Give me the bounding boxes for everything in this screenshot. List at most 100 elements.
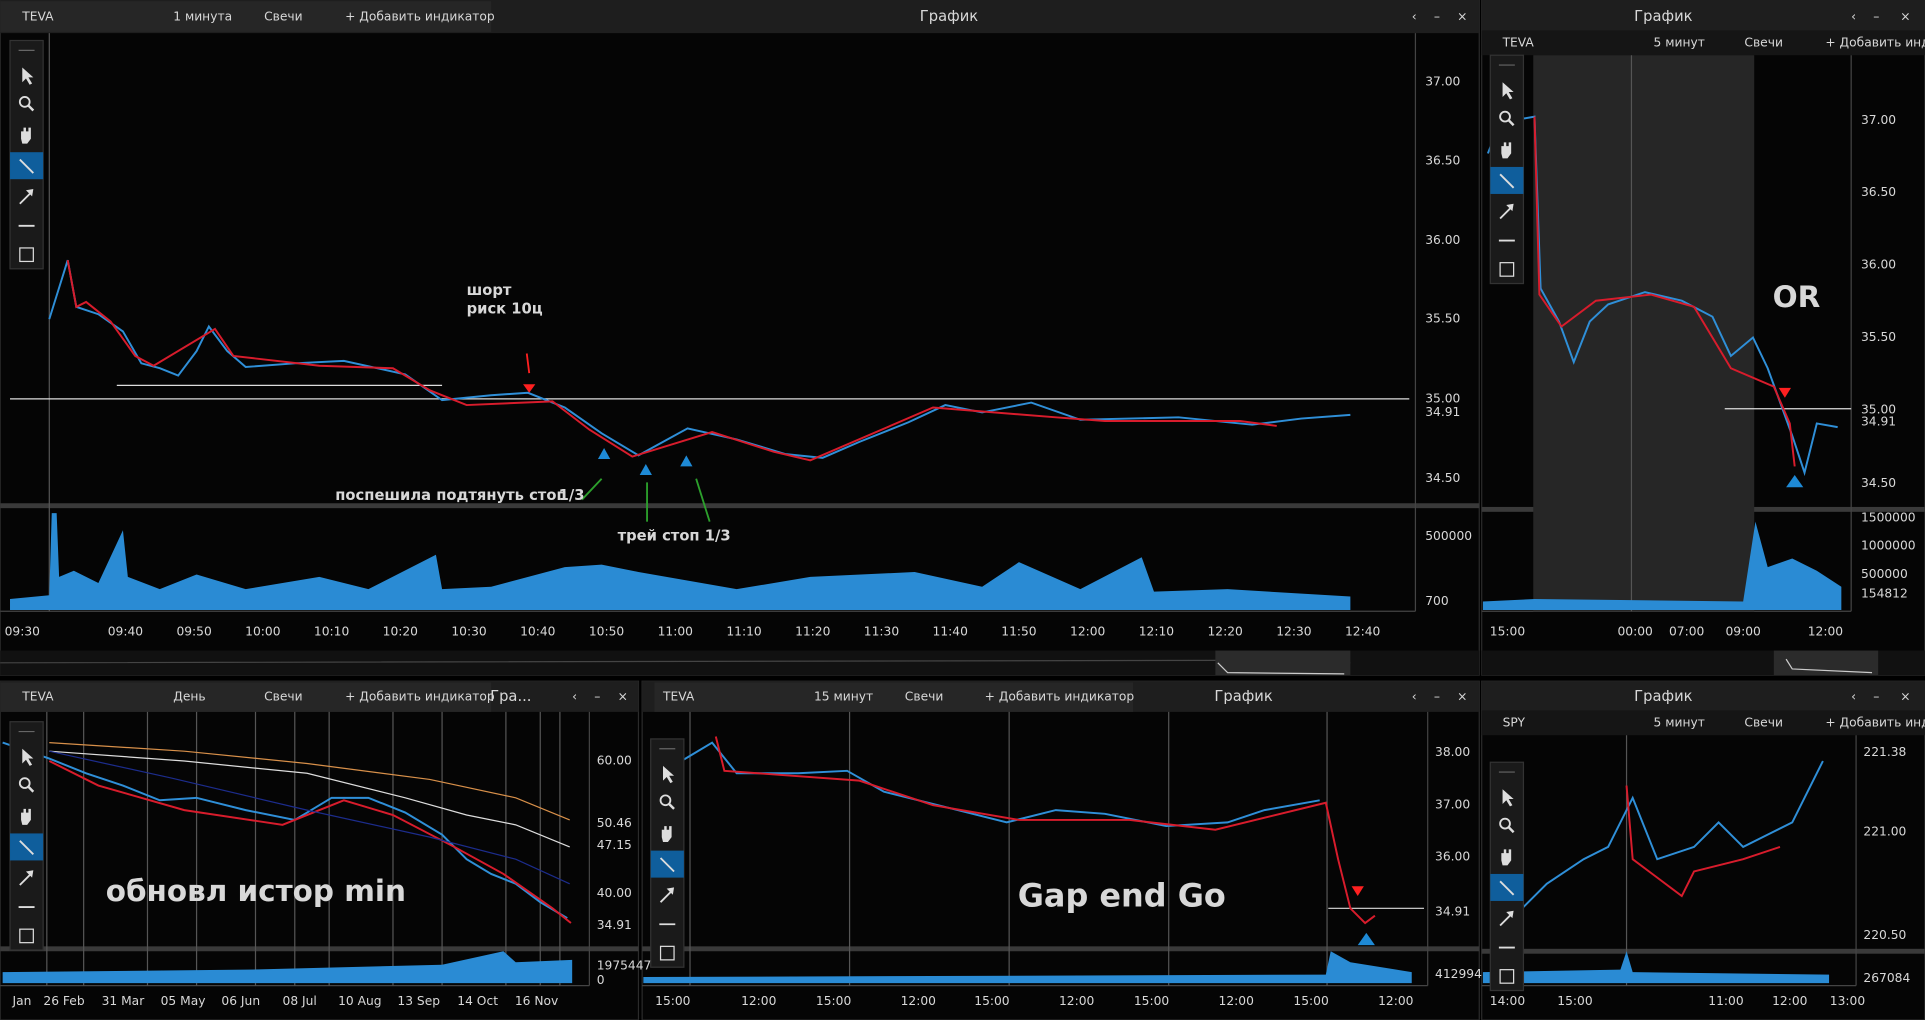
toolbar-field[interactable]: 5 минут bbox=[1654, 715, 1705, 729]
btn-close[interactable]: × bbox=[618, 690, 628, 704]
x-tick-label: 10 Aug bbox=[338, 994, 381, 1008]
window-title: Гра... bbox=[490, 688, 531, 705]
y-tick-label: 1975447 bbox=[597, 958, 652, 972]
tool-palette[interactable] bbox=[1489, 761, 1525, 992]
toolbar-field[interactable]: Свечи bbox=[905, 690, 944, 704]
y-tick-label: 36.50 bbox=[1425, 153, 1460, 167]
y-tick-label: 36.00 bbox=[1425, 233, 1460, 247]
toolbar-field[interactable]: 1 минута bbox=[173, 10, 232, 24]
x-tick-label: 13:00 bbox=[1830, 994, 1865, 1008]
volume-traces bbox=[2, 513, 1842, 984]
x-tick-label: 10:30 bbox=[451, 625, 486, 639]
x-tick-label: 12:30 bbox=[1276, 625, 1311, 639]
y-tick-label: 1000000 bbox=[1861, 539, 1916, 553]
x-tick-label: 12:40 bbox=[1345, 625, 1380, 639]
x-tick-label: 09:50 bbox=[176, 625, 211, 639]
tool-palette[interactable] bbox=[8, 39, 45, 271]
window-title: График bbox=[920, 8, 978, 25]
btn-prev[interactable]: ‹ bbox=[572, 690, 577, 704]
btn-prev[interactable]: ‹ bbox=[1412, 10, 1417, 24]
x-tick-label: 12:00 bbox=[1772, 994, 1807, 1008]
btn-min[interactable]: – bbox=[1434, 690, 1440, 704]
y-tick-label: 221.38 bbox=[1863, 745, 1906, 759]
toolbar-field[interactable]: + Добавить индик bbox=[1825, 35, 1925, 49]
x-tick-label: 12:00 bbox=[741, 994, 776, 1008]
toolbar-field[interactable]: День bbox=[173, 690, 205, 704]
btn-close[interactable]: × bbox=[1457, 10, 1467, 24]
x-tick-label: 11:00 bbox=[658, 625, 693, 639]
x-tick-label: 26 Feb bbox=[43, 994, 84, 1008]
y-tick-label: 38.00 bbox=[1435, 745, 1470, 759]
x-tick-label: 06 Jun bbox=[221, 994, 260, 1008]
annotation: поспешила подтянуть стоп bbox=[335, 487, 566, 504]
price-traces bbox=[2, 115, 1838, 958]
panel-frame bbox=[1481, 680, 1925, 1020]
btn-min[interactable]: – bbox=[1434, 10, 1440, 24]
x-tick-label: 11:20 bbox=[795, 625, 830, 639]
symbol[interactable]: TEVA bbox=[21, 10, 54, 24]
y-tick-label: 154812 bbox=[1861, 587, 1908, 601]
toolbar-field[interactable]: + Добавить индикатор bbox=[345, 690, 495, 704]
annotation: трей стоп 1/3 bbox=[618, 527, 731, 544]
symbol[interactable]: TEVA bbox=[662, 690, 695, 704]
x-tick-label: 12:00 bbox=[1808, 625, 1843, 639]
tool-palette[interactable] bbox=[649, 737, 686, 969]
toolbar-field[interactable]: + Добавить инди bbox=[1825, 715, 1925, 729]
scroll-thumb[interactable] bbox=[1215, 650, 1351, 676]
symbol[interactable]: TEVA bbox=[1502, 35, 1535, 49]
annotation: риск 10ц bbox=[467, 300, 543, 317]
x-tick-label: 12:00 bbox=[1059, 994, 1094, 1008]
x-tick-label: 14:00 bbox=[1490, 994, 1525, 1008]
x-tick-label: 15:00 bbox=[1490, 625, 1525, 639]
x-tick-label: 11:30 bbox=[864, 625, 899, 639]
btn-prev[interactable]: ‹ bbox=[1851, 690, 1856, 704]
x-tick-label: 11:10 bbox=[726, 625, 761, 639]
level-lines bbox=[10, 384, 1852, 909]
pane-separator bbox=[0, 946, 639, 952]
x-tick-label: 15:00 bbox=[1557, 994, 1592, 1008]
y-tick-label: 37.00 bbox=[1435, 798, 1470, 812]
scroll-thumb[interactable] bbox=[1773, 650, 1879, 676]
scroll-preview bbox=[1785, 658, 1873, 674]
btn-min[interactable]: – bbox=[594, 690, 600, 704]
y-tick-label: 34.91 bbox=[1425, 405, 1460, 419]
y-tick-label: 37.00 bbox=[1425, 75, 1460, 89]
toolbar-field[interactable]: Свечи bbox=[264, 690, 303, 704]
y-tick-label: 1500000 bbox=[1861, 510, 1916, 524]
annotation: 1/3 bbox=[559, 487, 585, 504]
btn-prev[interactable]: ‹ bbox=[1412, 690, 1417, 704]
toolbar-field[interactable]: 15 минут bbox=[814, 690, 873, 704]
pane-separator bbox=[642, 946, 1480, 952]
btn-close[interactable]: × bbox=[1900, 10, 1910, 24]
toolbar-fields bbox=[1481, 710, 1925, 736]
tool-palette[interactable] bbox=[1489, 54, 1525, 285]
toolbar-fields bbox=[0, 1, 492, 32]
y-tick-label: 37.00 bbox=[1861, 113, 1896, 127]
toolbar-field[interactable]: Свечи bbox=[264, 10, 303, 24]
pane-separator bbox=[1481, 948, 1925, 954]
btn-min[interactable]: – bbox=[1873, 10, 1879, 24]
btn-close[interactable]: × bbox=[1900, 690, 1910, 704]
y-tick-label: 500000 bbox=[1861, 567, 1908, 581]
window-title: График bbox=[1634, 688, 1692, 705]
toolbar-field[interactable]: Свечи bbox=[1744, 715, 1783, 729]
y-tick-label: 412994 bbox=[1435, 967, 1482, 981]
signal-markers bbox=[523, 353, 1804, 946]
btn-close[interactable]: × bbox=[1457, 690, 1467, 704]
btn-min[interactable]: – bbox=[1873, 690, 1879, 704]
toolbar-field[interactable]: Свечи bbox=[1744, 35, 1783, 49]
y-tick-label: 34.91 bbox=[1861, 415, 1896, 429]
window-buttons[interactable]: ‹ – × ‹ – × ‹ – × ‹ – × ‹ – × bbox=[572, 10, 1910, 704]
tool-palette[interactable] bbox=[8, 720, 45, 952]
toolbar-field[interactable]: + Добавить индикатор bbox=[985, 690, 1135, 704]
x-tick-label: 11:50 bbox=[1001, 625, 1036, 639]
toolbar-field[interactable]: 5 минут bbox=[1654, 35, 1705, 49]
symbol[interactable]: TEVA bbox=[21, 690, 54, 704]
btn-prev[interactable]: ‹ bbox=[1851, 10, 1856, 24]
symbol[interactable]: SPY bbox=[1503, 715, 1526, 729]
toolbar-field[interactable]: + Добавить индикатор bbox=[345, 10, 495, 24]
x-tick-label: 07:00 bbox=[1669, 625, 1704, 639]
y-tick-label: 35.50 bbox=[1425, 312, 1460, 326]
